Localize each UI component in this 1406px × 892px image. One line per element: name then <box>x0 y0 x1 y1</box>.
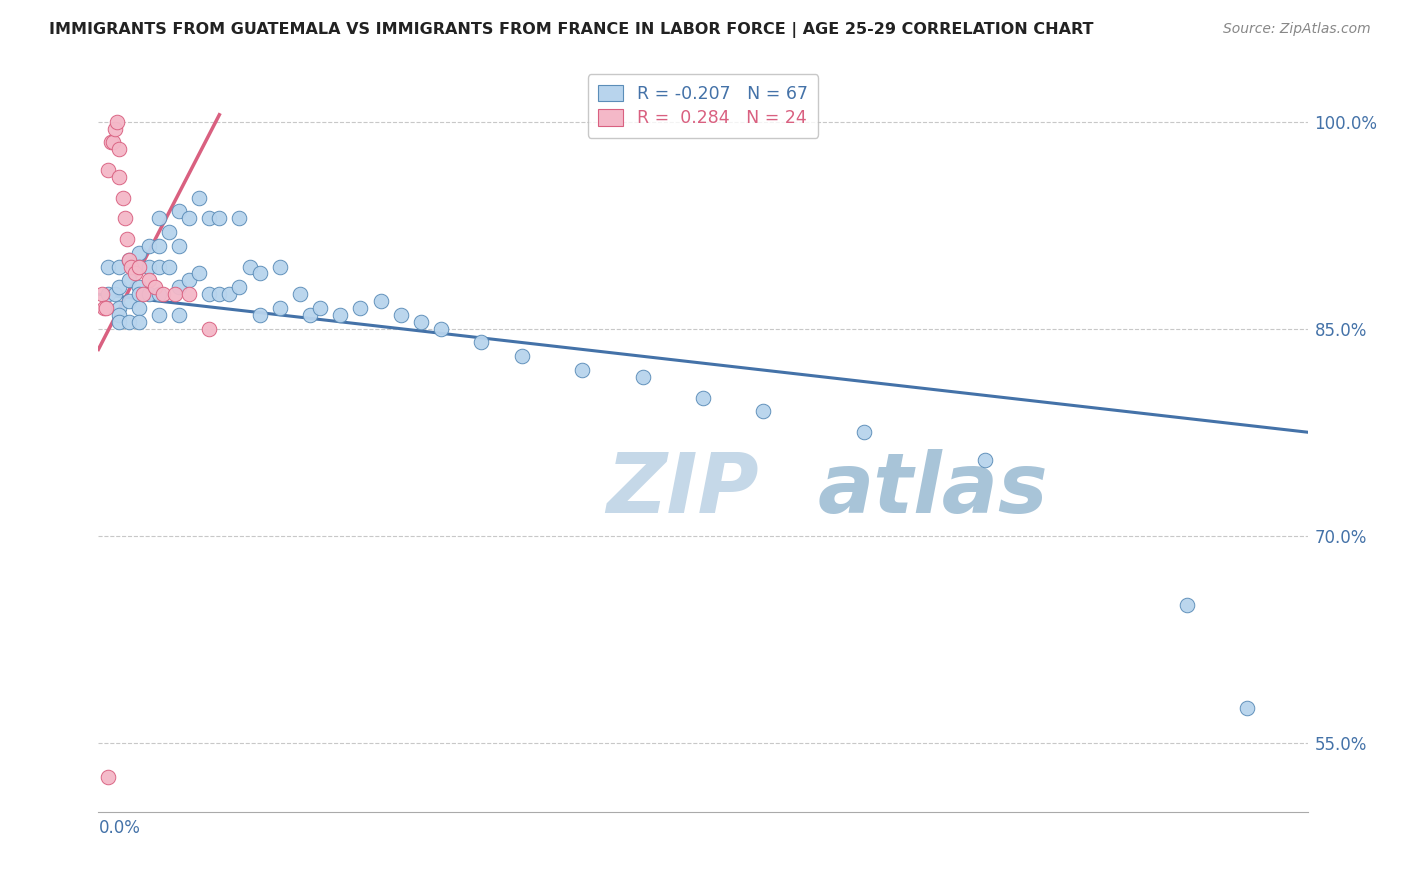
Point <box>157 260 180 274</box>
Point <box>1175 598 1198 612</box>
Point <box>208 211 231 226</box>
Point <box>101 136 124 150</box>
Text: 0.0%: 0.0% <box>98 819 141 837</box>
Point <box>128 287 150 301</box>
Point <box>118 315 141 329</box>
Point <box>179 273 201 287</box>
Point <box>120 260 142 274</box>
Point <box>107 301 129 315</box>
Text: ZIP: ZIP <box>606 450 759 531</box>
Text: Source: ZipAtlas.com: Source: ZipAtlas.com <box>1223 22 1371 37</box>
Point <box>692 391 714 405</box>
Point <box>118 252 141 267</box>
Point <box>107 169 129 184</box>
Text: IMMIGRANTS FROM GUATEMALA VS IMMIGRANTS FROM FRANCE IN LABOR FORCE | AGE 25-29 C: IMMIGRANTS FROM GUATEMALA VS IMMIGRANTS … <box>49 22 1094 38</box>
Point <box>269 301 291 315</box>
Point <box>128 260 150 274</box>
Point <box>138 273 160 287</box>
Point <box>228 280 250 294</box>
Point <box>349 301 371 315</box>
Point <box>163 287 186 301</box>
Point <box>148 239 170 253</box>
Point <box>105 114 128 128</box>
Point <box>138 239 160 253</box>
Point <box>309 301 332 315</box>
Point <box>167 308 190 322</box>
Point <box>853 425 876 440</box>
Point <box>143 280 166 294</box>
Point <box>103 121 125 136</box>
Point <box>288 287 311 301</box>
Point <box>148 308 170 322</box>
Point <box>329 308 352 322</box>
Point <box>93 301 115 315</box>
Point <box>97 770 120 784</box>
Point <box>198 321 221 335</box>
Point <box>124 267 146 281</box>
Point <box>118 252 141 267</box>
Point <box>107 308 129 322</box>
Point <box>97 163 120 178</box>
Point <box>208 287 231 301</box>
Point <box>148 211 170 226</box>
Point <box>132 287 155 301</box>
Point <box>249 267 271 281</box>
Point <box>118 294 141 309</box>
Point <box>107 142 129 156</box>
Point <box>228 211 250 226</box>
Point <box>128 260 150 274</box>
Point <box>107 315 129 329</box>
Point <box>128 280 150 294</box>
Point <box>152 287 174 301</box>
Point <box>97 287 120 301</box>
Point <box>157 225 180 239</box>
Point <box>128 315 150 329</box>
Point <box>269 260 291 274</box>
Point <box>111 191 134 205</box>
Point <box>167 239 190 253</box>
Point <box>430 321 453 335</box>
Point <box>631 370 654 384</box>
Point <box>115 232 138 246</box>
Point <box>249 308 271 322</box>
Point <box>179 211 201 226</box>
Point <box>218 287 240 301</box>
Point <box>198 211 221 226</box>
Text: atlas: atlas <box>818 450 1049 531</box>
Point <box>510 349 533 363</box>
Point <box>118 273 141 287</box>
Point <box>188 267 211 281</box>
Point <box>389 308 412 322</box>
Point <box>103 287 125 301</box>
Point <box>138 287 160 301</box>
Point <box>179 287 201 301</box>
Point <box>470 335 492 350</box>
Point <box>167 204 190 219</box>
Point <box>97 260 120 274</box>
Point <box>128 301 150 315</box>
Point <box>1236 701 1258 715</box>
Point <box>148 287 170 301</box>
Point <box>114 211 136 226</box>
Legend: R = -0.207   N = 67, R =  0.284   N = 24: R = -0.207 N = 67, R = 0.284 N = 24 <box>588 74 818 137</box>
Point <box>239 260 262 274</box>
Point <box>138 260 160 274</box>
Point <box>100 136 122 150</box>
Point <box>167 280 190 294</box>
Point <box>188 191 211 205</box>
Point <box>128 245 150 260</box>
Point <box>198 287 221 301</box>
Point <box>107 280 129 294</box>
Point <box>974 452 997 467</box>
Point <box>299 308 322 322</box>
Point <box>571 363 593 377</box>
Point <box>91 287 114 301</box>
Point <box>96 301 118 315</box>
Point <box>752 404 775 418</box>
Point <box>148 260 170 274</box>
Point <box>409 315 432 329</box>
Point <box>370 294 392 309</box>
Point <box>107 260 129 274</box>
